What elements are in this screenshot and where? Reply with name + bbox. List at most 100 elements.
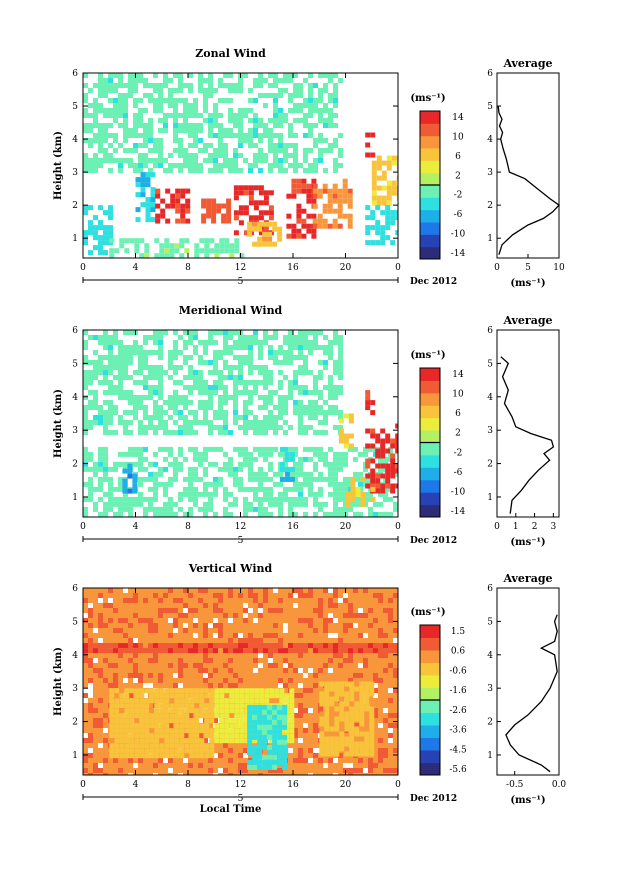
heatmap-cell	[233, 88, 238, 93]
heatmap-cell	[288, 335, 293, 340]
heatmap-cell	[123, 420, 128, 425]
heatmap-cell	[303, 456, 308, 462]
heatmap-cell	[93, 633, 98, 638]
heatmap-cell	[198, 400, 203, 405]
heatmap-cell	[108, 668, 113, 673]
heatmap-cell	[313, 375, 318, 380]
heatmap-cell	[128, 618, 133, 623]
heatmap-cell	[273, 598, 278, 603]
heatmap-cell	[318, 768, 323, 773]
heatmap-cell	[273, 618, 278, 623]
heatmap-cell	[178, 163, 183, 168]
heatmap-cell	[175, 198, 181, 204]
heatmap-cell	[168, 103, 173, 108]
heatmap-cell	[228, 743, 233, 748]
heatmap-cell	[342, 183, 348, 189]
heatmap-cell	[168, 88, 173, 93]
heatmap-cell	[208, 133, 213, 138]
heatmap-cell	[88, 663, 93, 668]
heatmap-cell	[143, 593, 148, 598]
heatmap-cell	[293, 718, 298, 723]
heatmap-cell	[203, 103, 208, 108]
heatmap-cell	[218, 425, 223, 430]
heatmap-cell	[144, 248, 150, 254]
heatmap-cell	[203, 400, 208, 405]
heatmap-cell	[258, 658, 263, 663]
heatmap-cell	[98, 663, 103, 668]
heatmap-cell	[118, 618, 123, 623]
heatmap-cell	[118, 511, 123, 517]
heatmap-cell	[148, 395, 153, 400]
heatmap-cell	[163, 633, 168, 638]
heatmap-cell	[138, 653, 143, 658]
heatmap-cell	[88, 613, 93, 618]
heatmap-cell	[103, 688, 108, 693]
heatmap-cell	[203, 481, 208, 487]
heatmap-cell	[243, 511, 248, 517]
heatmap-cell	[223, 430, 228, 435]
heatmap-cell	[263, 683, 268, 688]
heatmap-cell	[208, 723, 213, 728]
heatmap-cell	[308, 103, 313, 108]
heatmap-cell	[133, 113, 138, 118]
heatmap-cell	[318, 618, 323, 623]
heatmap-cell	[103, 420, 108, 425]
heatmap-cell	[98, 456, 103, 462]
heatmap-cell	[393, 753, 398, 758]
heatmap-cell	[145, 172, 151, 178]
heatmap-cell	[103, 733, 108, 738]
heatmap-cell	[103, 133, 108, 138]
heatmap-cell	[312, 183, 318, 189]
heatmap-cell	[293, 385, 298, 390]
heatmap-cell	[148, 678, 153, 683]
heatmap-cell	[98, 205, 103, 211]
heatmap-cell	[363, 763, 368, 768]
heatmap-cell	[198, 113, 203, 118]
heatmap-cell	[199, 698, 205, 704]
heatmap-cell	[93, 350, 98, 355]
heatmap-cell	[188, 638, 193, 643]
heatmap-cell	[353, 643, 358, 649]
heatmap-cell	[163, 668, 168, 673]
heatmap-cell	[138, 405, 143, 410]
heatmap-cell	[257, 236, 263, 242]
heatmap-cell	[188, 653, 193, 658]
heatmap-cell	[337, 193, 343, 199]
heatmap-cell	[128, 93, 133, 98]
heatmap-cell	[358, 451, 363, 457]
heatmap-cell	[258, 350, 263, 355]
heatmap-cell	[267, 236, 273, 242]
heatmap-cell	[118, 360, 123, 365]
heatmap-cell	[168, 446, 173, 452]
heatmap-cell	[279, 461, 285, 467]
heatmap-cell	[118, 668, 123, 673]
heatmap-cell	[118, 613, 123, 618]
heatmap-cell	[253, 773, 258, 775]
heatmap-cell	[308, 345, 313, 350]
heatmap-cell	[193, 683, 198, 688]
heatmap-cell	[168, 678, 173, 683]
heatmap-cell	[313, 415, 318, 420]
heatmap-cell	[308, 713, 313, 718]
colorbar-swatch	[420, 172, 440, 186]
heatmap-cell	[83, 663, 88, 668]
heatmap-cell	[223, 638, 228, 643]
heatmap-cell	[318, 446, 323, 452]
heatmap-cell	[140, 182, 146, 188]
heatmap-cell	[178, 78, 183, 83]
heatmap-cell	[123, 83, 128, 88]
heatmap-cell	[311, 233, 317, 239]
heatmap-cell	[303, 103, 308, 108]
heatmap-cell	[113, 466, 118, 472]
heatmap-cell	[373, 603, 378, 608]
heatmap-cell	[143, 663, 148, 668]
heatmap-cell	[288, 593, 293, 598]
heatmap-cell	[278, 628, 283, 633]
heatmap-cell	[88, 673, 93, 678]
heatmap-cell	[273, 633, 278, 638]
heatmap-cell	[188, 73, 193, 78]
heatmap-cell	[150, 197, 156, 203]
heatmap-cell	[253, 648, 258, 654]
heatmap-cell	[233, 163, 238, 168]
heatmap-cell	[168, 451, 173, 457]
